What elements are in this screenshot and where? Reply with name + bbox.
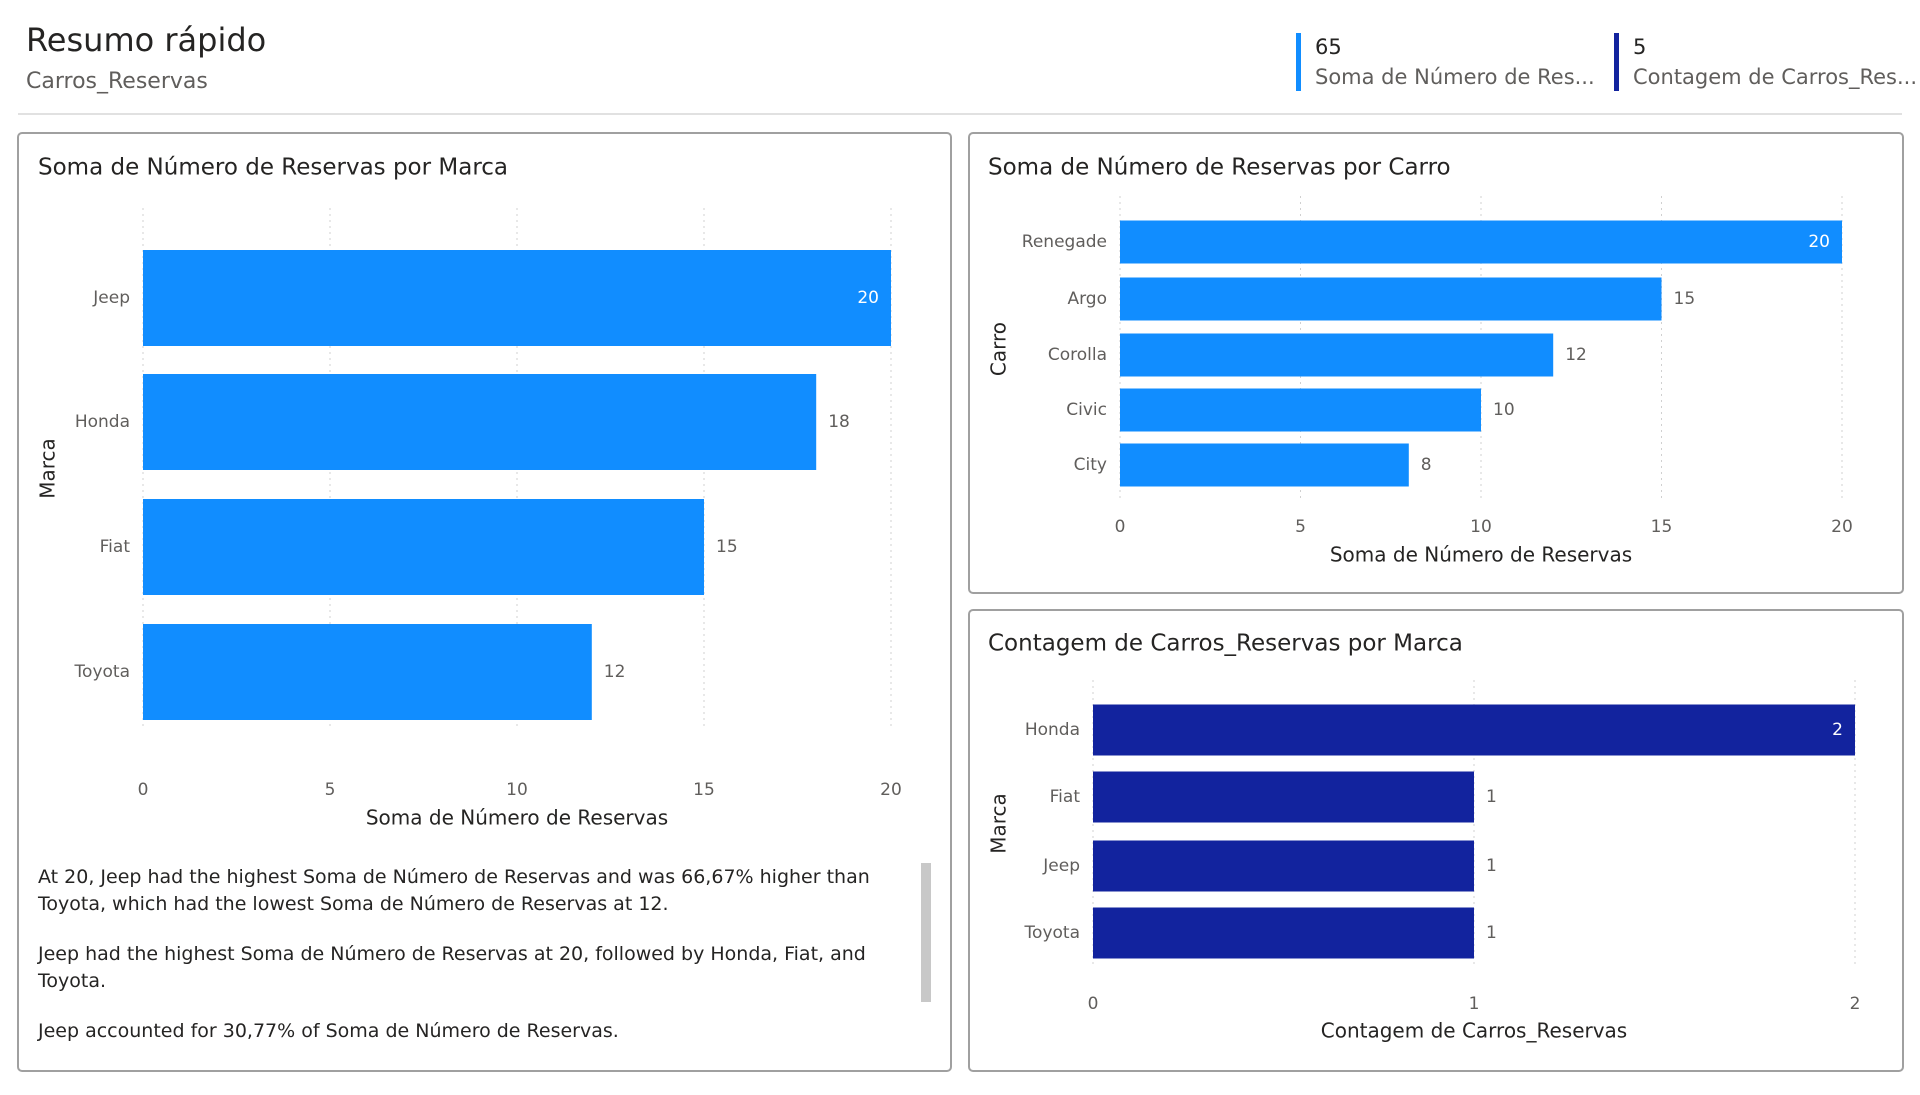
category-label: Toyota: [1024, 923, 1080, 943]
bar: [1093, 771, 1474, 823]
x-tick-label: 20: [1831, 517, 1853, 537]
category-label: Honda: [1025, 720, 1080, 740]
narrative-text: Jeep had the highest Soma de Número de R…: [38, 943, 866, 992]
bar: [1093, 840, 1474, 892]
kpi-accent: [1614, 33, 1619, 91]
category-label: Corolla: [1048, 345, 1107, 365]
narrative-text: Jeep accounted for 30,77% of Soma de Núm…: [38, 1020, 619, 1042]
page-title: Resumo rápido: [26, 21, 266, 59]
data-label: 20: [1808, 232, 1830, 252]
data-label: 2: [1832, 720, 1843, 740]
x-tick-label: 15: [693, 780, 715, 800]
chart-title: Contagem de Carros_Reservas por Marca: [988, 631, 1463, 657]
page-subtitle: Carros_Reservas: [26, 69, 208, 94]
x-tick-label: 10: [506, 780, 528, 800]
data-label: 10: [1493, 400, 1515, 420]
category-label: Fiat: [100, 537, 131, 557]
category-label: City: [1074, 455, 1107, 475]
bar: [143, 374, 817, 470]
chart-title: Soma de Número de Reservas por Marca: [38, 155, 508, 181]
bar: [1093, 704, 1855, 756]
category-label: Fiat: [1050, 787, 1081, 807]
bar: [1093, 907, 1474, 959]
category-label: Civic: [1066, 400, 1107, 420]
data-label: 12: [604, 662, 626, 682]
panel: [17, 132, 952, 1072]
data-label: 15: [1674, 289, 1696, 309]
category-label: Argo: [1067, 289, 1107, 309]
chart-title: Soma de Número de Reservas por Carro: [988, 155, 1451, 181]
category-label: Honda: [75, 412, 130, 432]
bar: [1120, 443, 1409, 487]
data-label: 8: [1421, 455, 1432, 475]
x-axis-title: Soma de Número de Reservas: [366, 806, 668, 830]
category-label: Renegade: [1022, 232, 1107, 252]
y-axis-title: Marca: [987, 793, 1011, 854]
category-label: Toyota: [74, 662, 130, 682]
category-label: Jeep: [92, 288, 130, 308]
x-axis-title: Contagem de Carros_Reservas: [1321, 1019, 1627, 1043]
y-axis-title: Marca: [36, 438, 60, 499]
bar: [143, 624, 592, 720]
kpi-value: 5: [1633, 35, 1646, 59]
bar: [143, 250, 891, 346]
x-tick-label: 5: [325, 780, 336, 800]
data-label: 1: [1486, 787, 1497, 807]
x-tick-label: 1: [1469, 994, 1480, 1014]
y-axis-title: Carro: [987, 322, 1011, 376]
bar: [1120, 333, 1554, 377]
bar: [143, 499, 704, 595]
data-label: 15: [716, 537, 738, 557]
x-tick-label: 15: [1651, 517, 1673, 537]
data-label: 20: [857, 288, 879, 308]
bar: [1120, 220, 1842, 264]
narrative-text: At 20, Jeep had the highest Soma de Núme…: [38, 866, 870, 915]
data-label: 18: [828, 412, 850, 432]
x-tick-label: 2: [1850, 994, 1861, 1014]
kpi-accent: [1296, 33, 1301, 91]
x-tick-label: 0: [1115, 517, 1126, 537]
data-label: 1: [1486, 923, 1497, 943]
bar: [1120, 277, 1662, 321]
x-axis-title: Soma de Número de Reservas: [1330, 543, 1632, 567]
kpi-label: Soma de Número de Res...: [1315, 65, 1595, 89]
scrollbar[interactable]: [921, 863, 931, 1002]
data-label: 12: [1565, 345, 1587, 365]
x-tick-label: 0: [1088, 994, 1099, 1014]
x-tick-label: 0: [138, 780, 149, 800]
narrative: At 20, Jeep had the highest Soma de Núme…: [38, 864, 898, 1068]
x-tick-label: 10: [1470, 517, 1492, 537]
x-tick-label: 20: [880, 780, 902, 800]
bar: [1120, 388, 1481, 432]
kpi-value: 65: [1315, 35, 1342, 59]
data-label: 1: [1486, 856, 1497, 876]
x-tick-label: 5: [1295, 517, 1306, 537]
kpi-label: Contagem de Carros_Res...: [1633, 65, 1917, 90]
category-label: Jeep: [1042, 856, 1080, 876]
